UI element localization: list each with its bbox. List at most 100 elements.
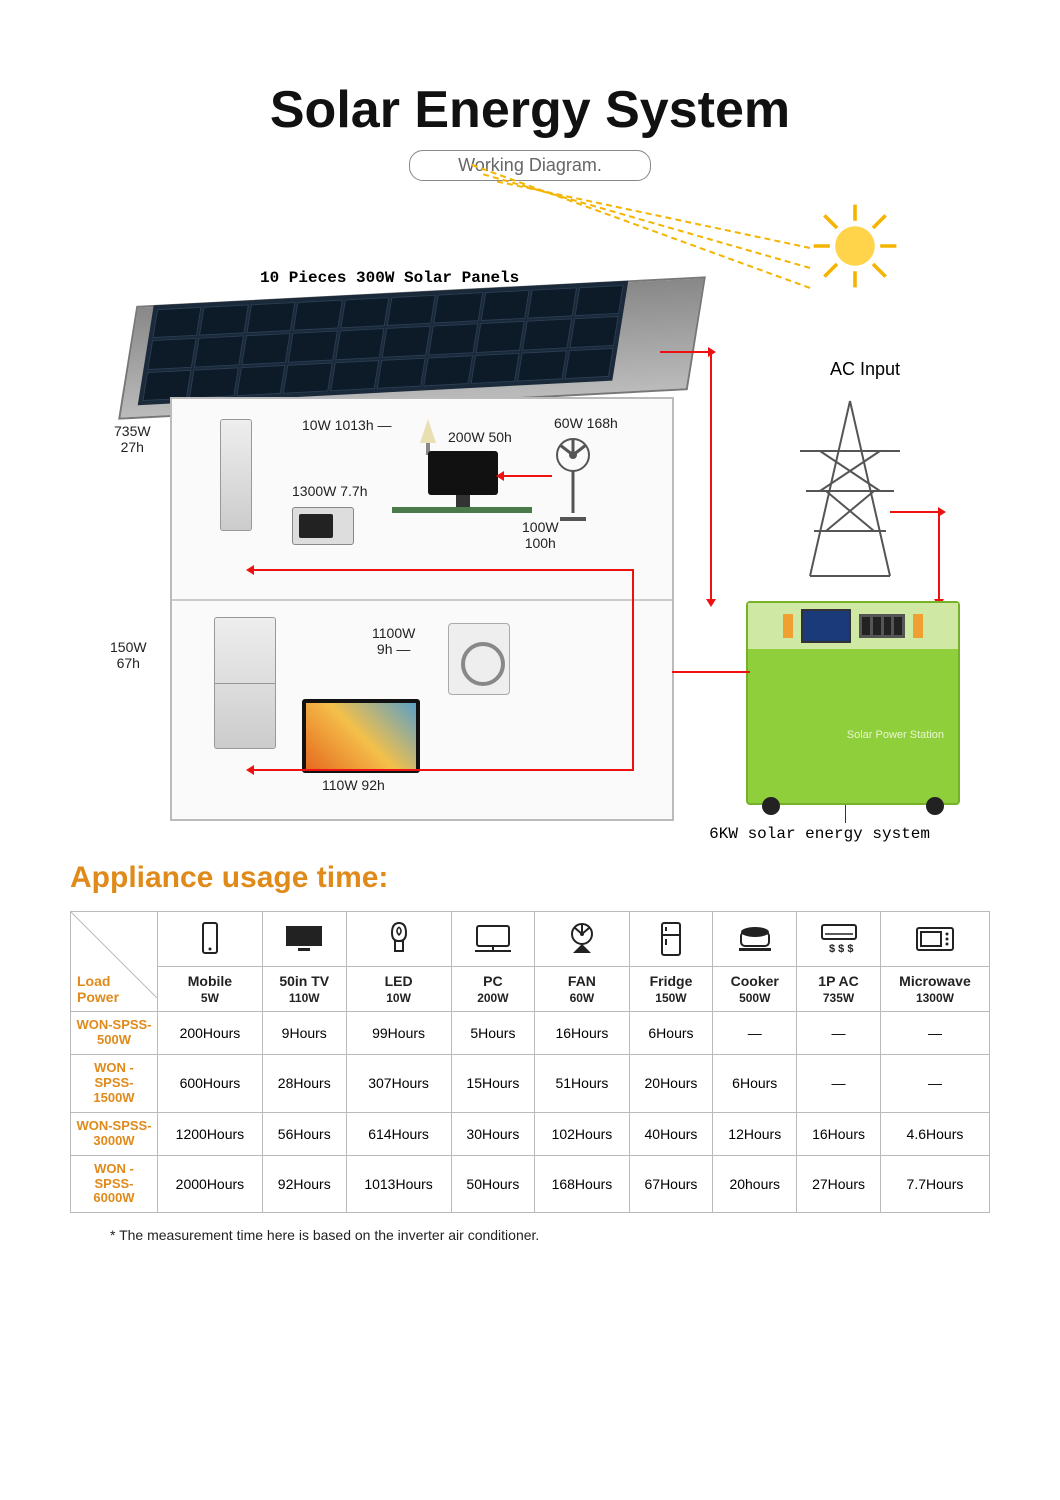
- table-row: WON -SPSS-1500W 600Hours 28Hours 307Hour…: [71, 1054, 990, 1112]
- data-cell: 27Hours: [797, 1155, 881, 1213]
- col-head: Mobile5W: [158, 967, 263, 1012]
- diagram-label-fridge: 150W 67h: [110, 639, 147, 671]
- diagram-label-led: 10W 1013h —: [302, 417, 392, 433]
- inverter-caption: 6KW solar energy system: [709, 825, 930, 843]
- col-icon-microwave: [880, 912, 989, 967]
- col-head: Fridge150W: [629, 967, 713, 1012]
- data-cell: 20Hours: [629, 1054, 713, 1112]
- data-cell: 16Hours: [535, 1012, 629, 1055]
- power-tower-icon: [790, 391, 910, 581]
- model-cell: WON-SPSS-500W: [71, 1012, 158, 1055]
- svg-text:$ $ $: $ $ $: [829, 943, 853, 955]
- data-cell: 99Hours: [346, 1012, 451, 1055]
- col-head: 50in TV110W: [262, 967, 346, 1012]
- data-cell: 168Hours: [535, 1155, 629, 1213]
- col-icon-led: [346, 912, 451, 967]
- data-cell: 9Hours: [262, 1012, 346, 1055]
- wire: [710, 351, 712, 601]
- footnote: * The measurement time here is based on …: [110, 1227, 1010, 1243]
- ac-input-label: AC Input: [830, 359, 900, 380]
- data-cell: 102Hours: [535, 1112, 629, 1155]
- data-cell: 600Hours: [158, 1054, 263, 1112]
- col-icon-ac: $ $ $: [797, 912, 881, 967]
- inverter-body-label: Solar Power Station: [748, 649, 958, 741]
- diagram-label-tv: 110W 92h: [322, 777, 385, 793]
- data-cell: —: [880, 1054, 989, 1112]
- data-cell: 12Hours: [713, 1112, 797, 1155]
- sun-icon: [810, 201, 900, 291]
- data-cell: 16Hours: [797, 1112, 881, 1155]
- solar-inverter-unit: Solar Power Station: [746, 601, 960, 805]
- appliance-desk: [392, 507, 532, 513]
- table-corner-cell: Load Power: [71, 912, 158, 1012]
- data-cell: 20hours: [713, 1155, 797, 1213]
- col-head: PC200W: [451, 967, 535, 1012]
- diagram-label-microwave: 1300W 7.7h: [292, 483, 368, 499]
- appliance-fridge: [214, 617, 276, 749]
- data-cell: 614Hours: [346, 1112, 451, 1155]
- table-row: WON-SPSS-3000W 1200Hours 56Hours 614Hour…: [71, 1112, 990, 1155]
- wire: [502, 475, 552, 477]
- col-head: 1P AC735W: [797, 967, 881, 1012]
- usage-table: Load Power $ $ $ Mobile5W 50in TV110W LE…: [70, 911, 990, 1213]
- table-icon-row: Load Power $ $ $: [71, 912, 990, 967]
- fan-icon: [550, 435, 596, 525]
- data-cell: 4.6Hours: [880, 1112, 989, 1155]
- data-cell: 1013Hours: [346, 1155, 451, 1213]
- data-cell: 6Hours: [713, 1054, 797, 1112]
- data-cell: 5Hours: [451, 1012, 535, 1055]
- diagram-label-ac: 735W 27h: [114, 423, 151, 455]
- data-cell: 7.7Hours: [880, 1155, 989, 1213]
- inverter-pointer: [845, 805, 846, 823]
- diagram-label-pc: 200W 50h: [448, 429, 512, 445]
- col-icon-pc: [451, 912, 535, 967]
- appliance-ac-unit: [220, 419, 252, 531]
- diagram-label-washer: 1100W9h —: [372, 625, 415, 657]
- data-cell: 30Hours: [451, 1112, 535, 1155]
- house-outline: 735W 27h 10W 1013h — 200W 50h 1300W 7.7h…: [170, 397, 674, 821]
- wire: [672, 671, 750, 673]
- table-header-row: Mobile5W 50in TV110W LED10W PC200W FAN60…: [71, 967, 990, 1012]
- data-cell: 51Hours: [535, 1054, 629, 1112]
- data-cell: 92Hours: [262, 1155, 346, 1213]
- model-cell: WON -SPSS-1500W: [71, 1054, 158, 1112]
- data-cell: 40Hours: [629, 1112, 713, 1155]
- wire: [252, 769, 632, 771]
- data-cell: 15Hours: [451, 1054, 535, 1112]
- section-title: Appliance usage time:: [70, 861, 1010, 895]
- wire: [890, 511, 940, 513]
- sun-ray-line: [471, 164, 810, 289]
- wire: [632, 569, 634, 771]
- solar-panel-label: 10 Pieces 300W Solar Panels: [260, 269, 519, 287]
- wire: [938, 511, 940, 601]
- appliance-washer: [448, 623, 510, 695]
- table-row: WON-SPSS-500W 200Hours 9Hours 99Hours 5H…: [71, 1012, 990, 1055]
- working-diagram: 10 Pieces 300W Solar Panels 735W 27h 10W…: [100, 201, 960, 841]
- data-cell: 6Hours: [629, 1012, 713, 1055]
- appliance-tv: [302, 699, 420, 773]
- col-head: FAN60W: [535, 967, 629, 1012]
- appliance-microwave: [292, 507, 354, 545]
- col-head: LED10W: [346, 967, 451, 1012]
- col-icon-fridge: [629, 912, 713, 967]
- data-cell: 50Hours: [451, 1155, 535, 1213]
- data-cell: —: [797, 1012, 881, 1055]
- subtitle-badge: Working Diagram.: [409, 150, 651, 181]
- data-cell: 2000Hours: [158, 1155, 263, 1213]
- data-cell: 67Hours: [629, 1155, 713, 1213]
- col-icon-mobile: [158, 912, 263, 967]
- data-cell: —: [797, 1054, 881, 1112]
- data-cell: 56Hours: [262, 1112, 346, 1155]
- model-cell: WON -SPSS-6000W: [71, 1155, 158, 1213]
- data-cell: —: [880, 1012, 989, 1055]
- diagram-label-fan: 60W 168h: [554, 415, 618, 431]
- page-root: Solar Energy System Working Diagram. 10 …: [0, 0, 1060, 1500]
- data-cell: 307Hours: [346, 1054, 451, 1112]
- col-icon-tv: [262, 912, 346, 967]
- data-cell: —: [713, 1012, 797, 1055]
- wire: [252, 569, 632, 571]
- table-body: WON-SPSS-500W 200Hours 9Hours 99Hours 5H…: [71, 1012, 990, 1213]
- col-icon-cooker: [713, 912, 797, 967]
- main-title: Solar Energy System: [50, 80, 1010, 140]
- col-icon-fan: [535, 912, 629, 967]
